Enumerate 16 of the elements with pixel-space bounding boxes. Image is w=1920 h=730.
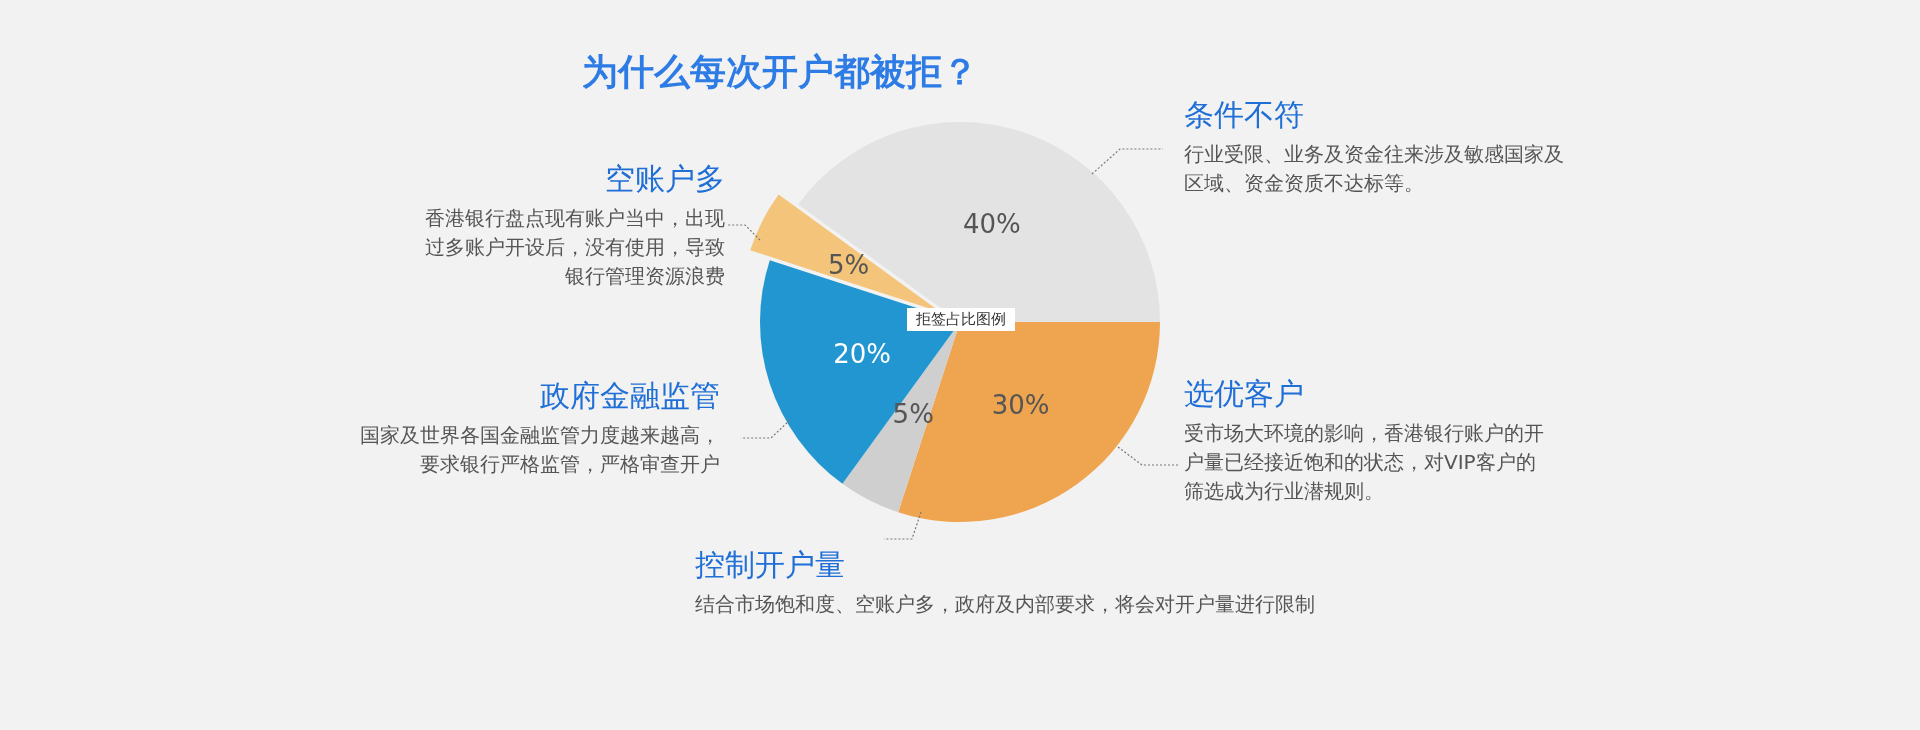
chart-title: 为什么每次开户都被拒？ bbox=[581, 50, 979, 94]
data-label: 5% bbox=[828, 250, 870, 281]
text: 拒签占比图例 bbox=[907, 308, 1015, 331]
slice-label: 政府金融监管 bbox=[539, 377, 720, 415]
text: 国家及世界各国金融监管力度越来越高，要求银行严格监管，严格审查开户 bbox=[359, 422, 720, 478]
data-label: 40% bbox=[962, 209, 1021, 240]
text: 香港银行盘点现有账户当中，出现过多账户开设后，没有使用，导致银行管理资源浪费 bbox=[425, 205, 725, 290]
text: 受市场大环境的影响，香港银行账户的开户量已经接近饱和的状态，对VIP客户的筛选成为行业潜规则。 bbox=[1184, 420, 1545, 505]
text: 结合市场饱和度、空账户多，政府及内部要求，将会对开户量进行限制 bbox=[695, 591, 1316, 618]
slice-label: 空账户多 bbox=[604, 160, 725, 198]
slice-label: 选优客户 bbox=[1184, 375, 1305, 413]
data-label: 30% bbox=[991, 390, 1050, 421]
slice-label: 控制开户量 bbox=[695, 546, 846, 584]
text: 行业受限、业务及资金往来涉及敏感国家及区域、资金资质不达标等。 bbox=[1184, 141, 1565, 197]
data-label: 20% bbox=[833, 338, 891, 369]
slice-label: 条件不符 bbox=[1184, 96, 1305, 134]
